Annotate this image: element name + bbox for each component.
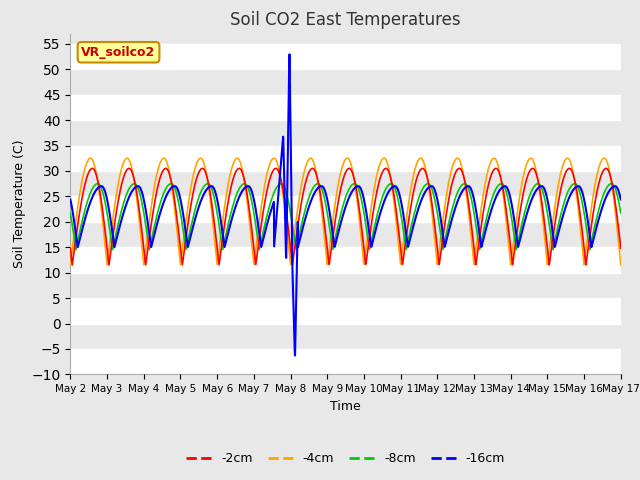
Bar (70, 222, 621, 247)
Bar (70, 95, 621, 120)
Bar (70, 324, 621, 349)
Bar (70, 120, 621, 145)
Title: Soil CO2 East Temperatures: Soil CO2 East Temperatures (230, 11, 461, 29)
Bar (70, 44, 621, 69)
Bar (70, 171, 621, 196)
Legend: -2cm, -4cm, -8cm, -16cm: -2cm, -4cm, -8cm, -16cm (181, 447, 510, 470)
Bar (70, 298, 621, 324)
Bar (70, 196, 621, 222)
Y-axis label: Soil Temperature (C): Soil Temperature (C) (13, 140, 26, 268)
Bar (70, 247, 621, 273)
Bar (70, 145, 621, 171)
Text: VR_soilco2: VR_soilco2 (81, 46, 156, 59)
Bar (70, 349, 621, 374)
Bar (70, 273, 621, 298)
Bar (70, 69, 621, 95)
X-axis label: Time: Time (330, 400, 361, 413)
